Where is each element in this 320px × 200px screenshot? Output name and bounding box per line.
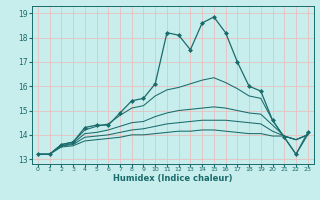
X-axis label: Humidex (Indice chaleur): Humidex (Indice chaleur) bbox=[113, 174, 233, 183]
